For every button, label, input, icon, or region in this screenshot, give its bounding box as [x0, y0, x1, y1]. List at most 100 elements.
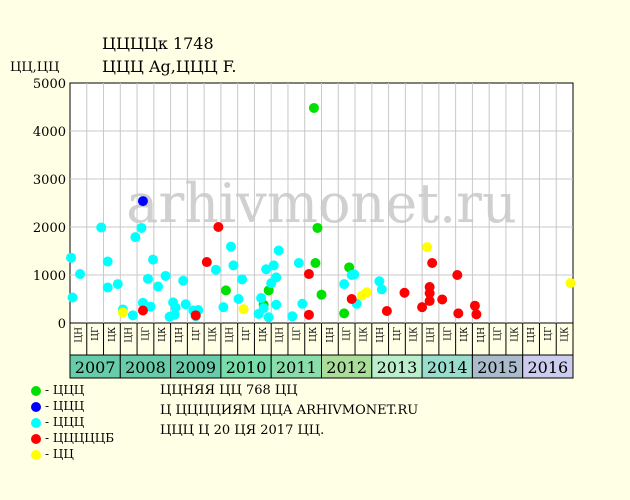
data-point-red — [453, 308, 464, 319]
month-tick-label: ЦН — [477, 327, 487, 343]
data-point-cyan — [136, 222, 147, 233]
month-tick-label: ЦК — [561, 327, 571, 342]
year-label: 2015 — [477, 358, 518, 377]
legend-label: - ЦЦЦ — [45, 399, 85, 413]
data-point-yellow — [565, 278, 576, 289]
note-line-3: ЦЦЦ Ц 20 ЦЯ 2017 ЦЦ. — [160, 423, 325, 438]
data-point-cyan — [170, 302, 181, 313]
data-point-cyan — [256, 293, 267, 304]
data-point-cyan — [233, 294, 244, 304]
chart-title-line1: ЦЦЦЦк 1748 — [102, 34, 214, 53]
data-point-red — [190, 310, 201, 321]
year-label: 2016 — [527, 358, 568, 377]
data-point-cyan — [339, 279, 350, 290]
data-point-cyan — [349, 269, 360, 280]
year-label: 2014 — [427, 358, 468, 377]
y-tick-label: 5000 — [33, 77, 66, 92]
data-point-red — [427, 258, 438, 268]
data-point-cyan — [178, 275, 189, 286]
data-point-cyan — [218, 302, 229, 313]
month-tick-label: ЦГ — [343, 327, 353, 341]
data-point-yellow — [117, 307, 128, 318]
year-band-cell — [522, 354, 574, 379]
month-tick-label: ЦН — [376, 327, 386, 343]
month-tick-label: ЦК — [209, 327, 219, 342]
data-point-green — [220, 285, 231, 296]
y-tick-label: 1000 — [33, 269, 66, 284]
data-point-red — [471, 309, 482, 320]
data-point-cyan — [145, 301, 156, 312]
data-point-cyan — [160, 270, 171, 281]
data-point-yellow — [361, 287, 372, 298]
month-tick-label: ЦН — [125, 327, 135, 343]
data-point-cyan — [142, 273, 153, 284]
data-point-cyan — [376, 284, 387, 295]
month-tick-label: ЦГ — [494, 327, 504, 341]
month-tick-label: ЦН — [326, 327, 336, 343]
year-label: 2007 — [75, 358, 116, 377]
data-point-red — [213, 222, 224, 232]
legend-marker — [31, 434, 41, 444]
data-point-cyan — [374, 276, 385, 287]
data-point-red — [452, 270, 463, 280]
data-point-cyan — [75, 269, 86, 280]
legend-label: - ЦЦ — [45, 447, 74, 461]
data-point-red — [424, 288, 435, 299]
month-tick-label: ЦГ — [292, 327, 302, 341]
year-label: 2012 — [326, 358, 367, 377]
data-point-green — [344, 262, 355, 273]
data-point-cyan — [293, 258, 304, 268]
month-tick-label: ЦК — [108, 327, 118, 342]
data-point-cyan — [127, 310, 138, 321]
data-point-cyan — [210, 264, 221, 275]
data-point-cyan — [147, 254, 158, 265]
legend-marker — [31, 418, 41, 428]
month-tick-label: ЦГ — [91, 327, 101, 341]
data-point-cyan — [287, 311, 298, 322]
month-tick-label: ЦН — [276, 327, 286, 343]
year-label: 2009 — [175, 358, 216, 377]
data-point-cyan — [268, 260, 279, 271]
data-point-red — [469, 300, 480, 311]
data-point-red — [399, 287, 410, 298]
data-point-cyan — [180, 299, 191, 310]
data-point-red — [437, 294, 448, 305]
chart-title-line2: ЦЦЦ Ag,ЦЦЦ F. — [102, 57, 237, 76]
note-line-1: ЦЦНЯЯ ЦЦ 768 ЦЦ — [160, 383, 298, 398]
data-point-red — [137, 305, 148, 316]
data-point-green — [339, 308, 350, 319]
month-tick-label: ЦК — [259, 327, 269, 342]
month-tick-label: ЦК — [410, 327, 420, 342]
data-point-cyan — [130, 232, 141, 243]
data-point-red — [346, 294, 357, 304]
year-label: 2013 — [377, 358, 418, 377]
month-tick-label: ЦГ — [192, 327, 202, 341]
y-axis-label: ЦЦ,ЦЦ — [10, 60, 60, 75]
year-label: 2010 — [226, 358, 267, 377]
month-tick-label: ЦН — [74, 327, 84, 343]
data-point-cyan — [225, 241, 236, 252]
data-point-cyan — [297, 298, 308, 309]
data-point-red — [381, 306, 392, 316]
data-point-cyan — [102, 282, 113, 293]
data-point-red — [201, 257, 212, 268]
month-tick-label: ЦГ — [544, 327, 554, 341]
data-point-cyan — [102, 256, 113, 267]
legend-marker — [31, 450, 41, 460]
data-point-cyan — [263, 312, 274, 323]
data-point-blue — [137, 196, 148, 207]
legend-label: - ЦЦЦЦЦБ — [45, 431, 115, 445]
month-tick-label: ЦК — [510, 327, 520, 342]
month-tick-label: ЦК — [359, 327, 369, 342]
month-tick-label: ЦН — [426, 327, 436, 343]
data-point-cyan — [67, 292, 78, 303]
data-point-cyan — [261, 264, 272, 275]
y-tick-label: 0 — [58, 317, 66, 332]
data-point-green — [308, 102, 319, 113]
data-point-cyan — [96, 222, 107, 233]
data-point-cyan — [66, 252, 77, 263]
month-tick-label: ЦГ — [443, 327, 453, 341]
month-tick-label: ЦК — [460, 327, 470, 342]
legend-marker — [31, 402, 41, 412]
